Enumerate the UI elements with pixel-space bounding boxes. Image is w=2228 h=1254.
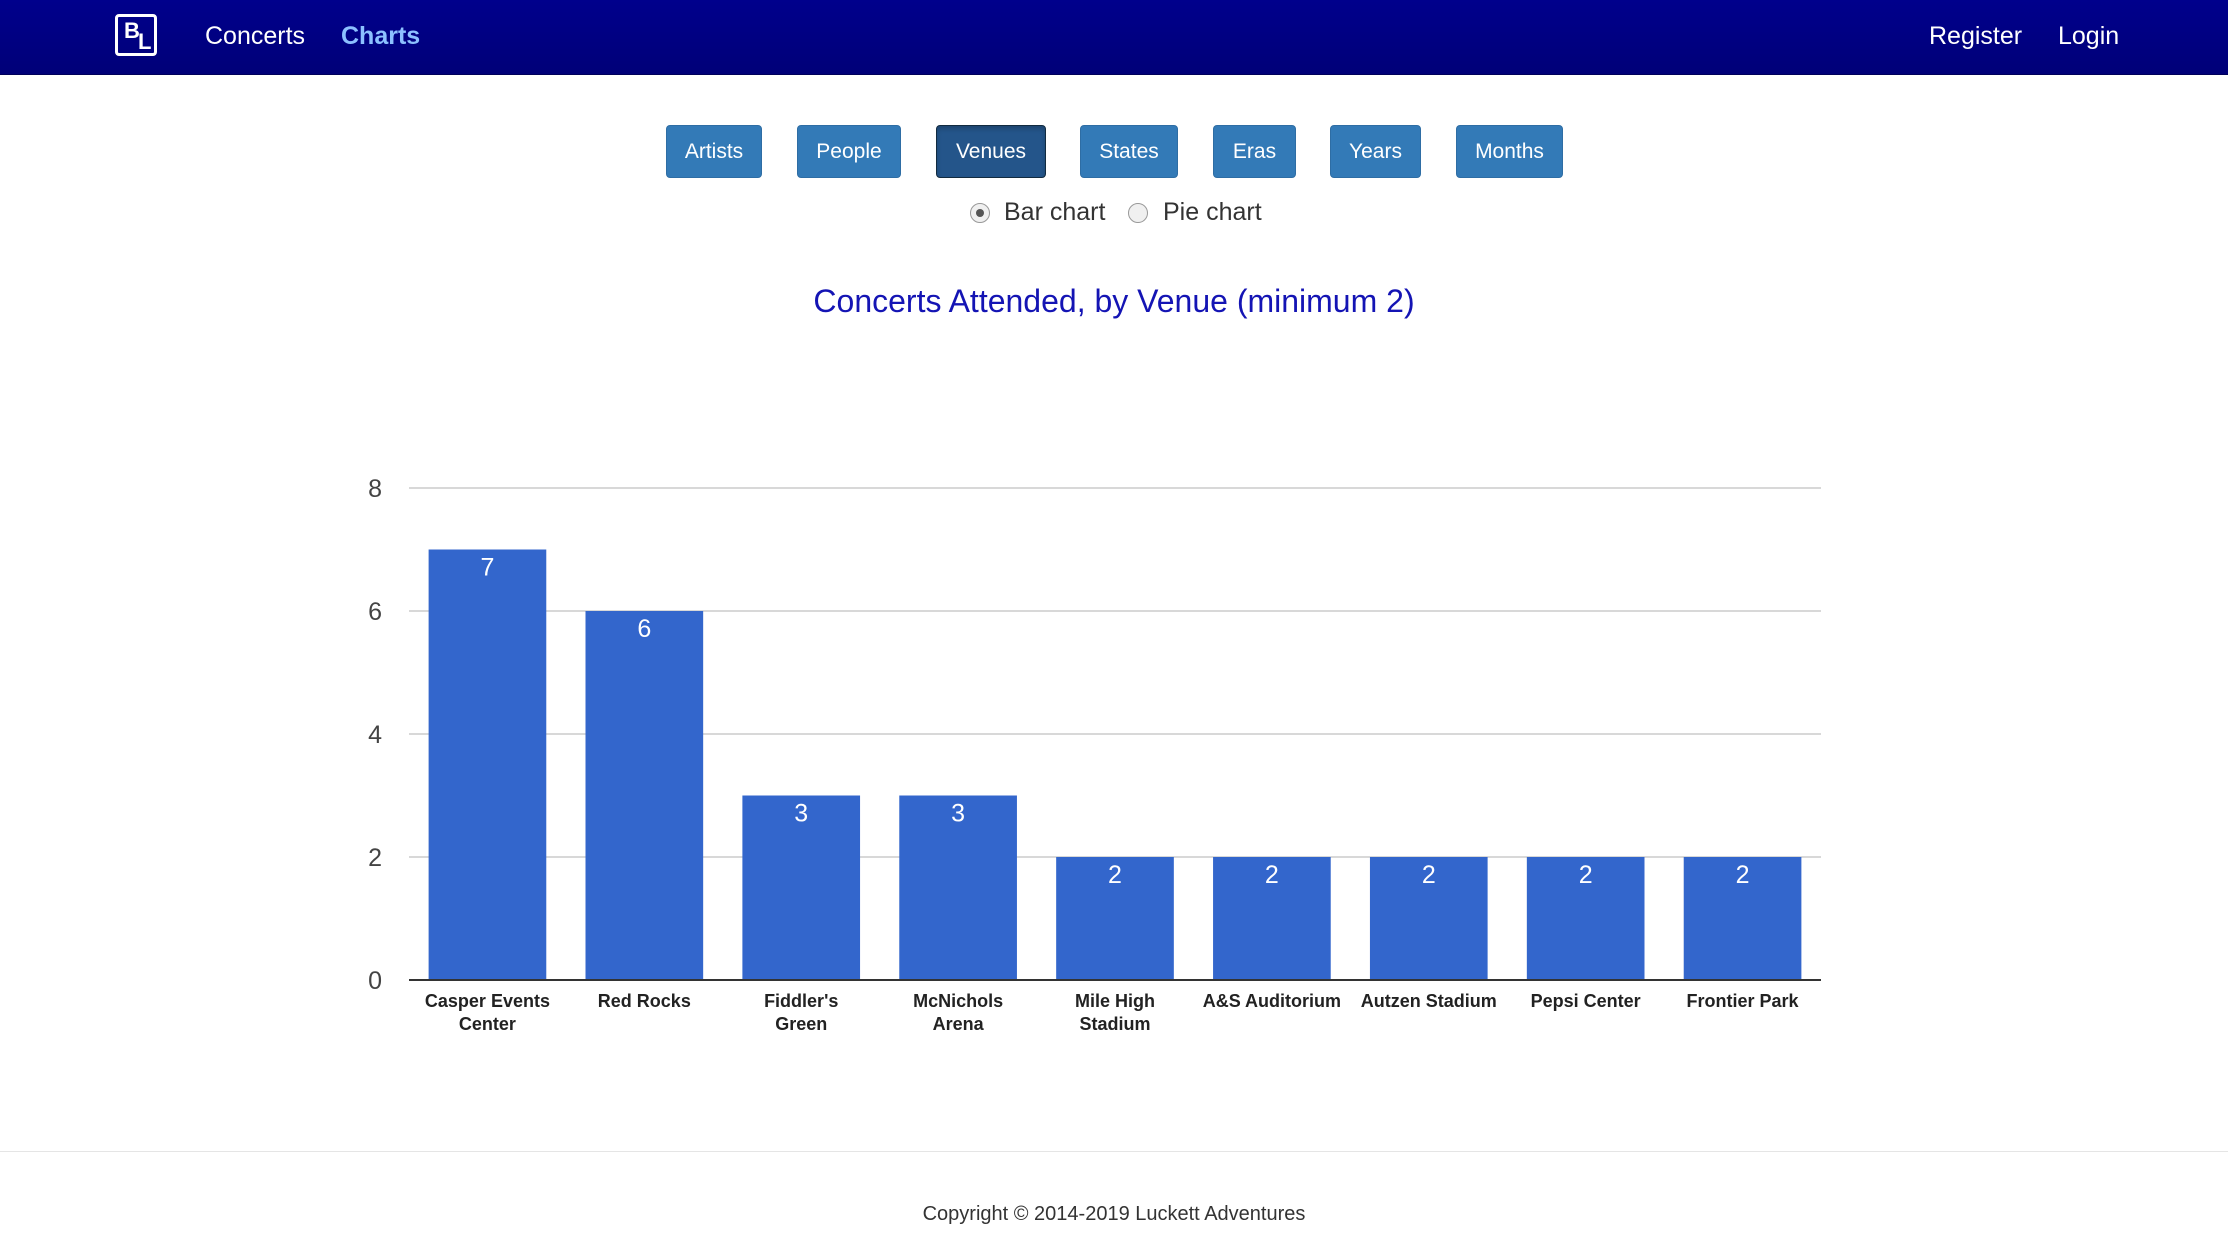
pie-chart-label[interactable]: Pie chart (1163, 198, 1262, 226)
bar (1683, 857, 1802, 980)
eras-button[interactable]: Eras (1213, 125, 1296, 178)
data-label: 2 (1736, 861, 1750, 889)
y-tick-label: 0 (368, 967, 382, 995)
bar (1213, 857, 1331, 980)
nav-register-link[interactable]: Register (1929, 22, 2023, 50)
data-label: 3 (794, 800, 808, 828)
bar-chart-label[interactable]: Bar chart (1004, 198, 1106, 226)
x-category-label: A&S Auditorium (1203, 991, 1341, 1011)
months-button[interactable]: Months (1456, 125, 1563, 178)
artists-button[interactable]: Artists (666, 125, 762, 178)
y-tick-label: 4 (368, 721, 382, 749)
x-category-label: Frontier Park (1687, 991, 1800, 1011)
x-category-label: Mile High Stadium (1075, 991, 1155, 1034)
data-label: 2 (1579, 861, 1593, 889)
y-tick-label: 2 (368, 844, 382, 872)
brand-letter-b: B (124, 18, 140, 43)
bar (1369, 857, 1488, 980)
footer-divider (0, 1151, 2228, 1152)
navbar: B L Concerts Charts Register Login (0, 0, 2228, 75)
data-label: 6 (637, 615, 651, 643)
data-label: 2 (1265, 861, 1279, 889)
years-button[interactable]: Years (1330, 125, 1421, 178)
chart-title: Concerts Attended, by Venue (minimum 2) (813, 283, 1415, 319)
footer-copyright: Copyright © 2014-2019 Luckett Adventures (922, 1203, 1306, 1225)
x-category-label: Fiddler's Green (764, 991, 838, 1034)
data-label: 2 (1422, 861, 1436, 889)
states-button[interactable]: States (1080, 125, 1178, 178)
nav-charts-link[interactable]: Charts (341, 22, 421, 50)
x-category-label: Autzen Stadium (1361, 991, 1497, 1011)
bar (1526, 857, 1645, 980)
bar-chart-radio[interactable] (970, 203, 990, 223)
y-tick-label: 6 (368, 598, 382, 626)
brand-logo[interactable]: B L (115, 14, 157, 56)
y-tick-label: 8 (368, 475, 382, 503)
bar (742, 795, 861, 980)
brand-letter-l: L (138, 29, 152, 54)
x-category-label: Pepsi Center (1531, 991, 1641, 1011)
pie-chart-radio[interactable] (1128, 203, 1148, 223)
x-category-label: Casper Events Center (425, 991, 550, 1034)
bar (1056, 857, 1174, 980)
nav-concerts-link[interactable]: Concerts (205, 22, 306, 50)
x-category-label: Red Rocks (598, 991, 691, 1011)
chart-category-buttons: Artists People Venues States Eras Years … (0, 125, 2228, 178)
data-label: 7 (480, 554, 494, 582)
people-button[interactable]: People (797, 125, 901, 178)
chart-type-selector: Bar chart Pie chart (0, 198, 2228, 230)
nav-login-link[interactable]: Login (2058, 22, 2120, 50)
data-label: 3 (951, 800, 965, 828)
bar (899, 795, 1017, 980)
bar (428, 549, 547, 980)
bar (585, 611, 704, 980)
data-label: 2 (1108, 861, 1122, 889)
x-category-label: McNichols Arena (913, 991, 1003, 1034)
venues-button[interactable]: Venues (936, 125, 1046, 178)
